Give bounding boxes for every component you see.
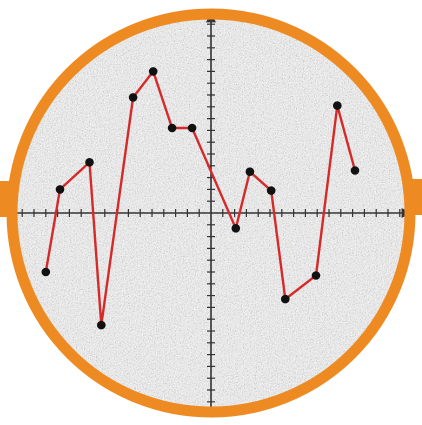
data-point xyxy=(85,158,94,167)
data-point xyxy=(128,93,138,102)
orange-ring-border xyxy=(6,8,416,418)
data-point xyxy=(97,320,106,330)
data-point xyxy=(231,224,241,233)
data-point xyxy=(311,271,321,280)
data-point xyxy=(187,123,197,133)
data-point xyxy=(245,167,255,176)
data-point xyxy=(55,185,65,194)
data-point xyxy=(333,101,342,110)
data-point xyxy=(148,67,158,76)
data-point xyxy=(266,186,276,195)
data-point xyxy=(350,166,360,175)
series-group xyxy=(41,67,360,330)
data-point xyxy=(167,123,177,133)
data-point xyxy=(41,267,51,277)
data-point xyxy=(281,294,290,304)
